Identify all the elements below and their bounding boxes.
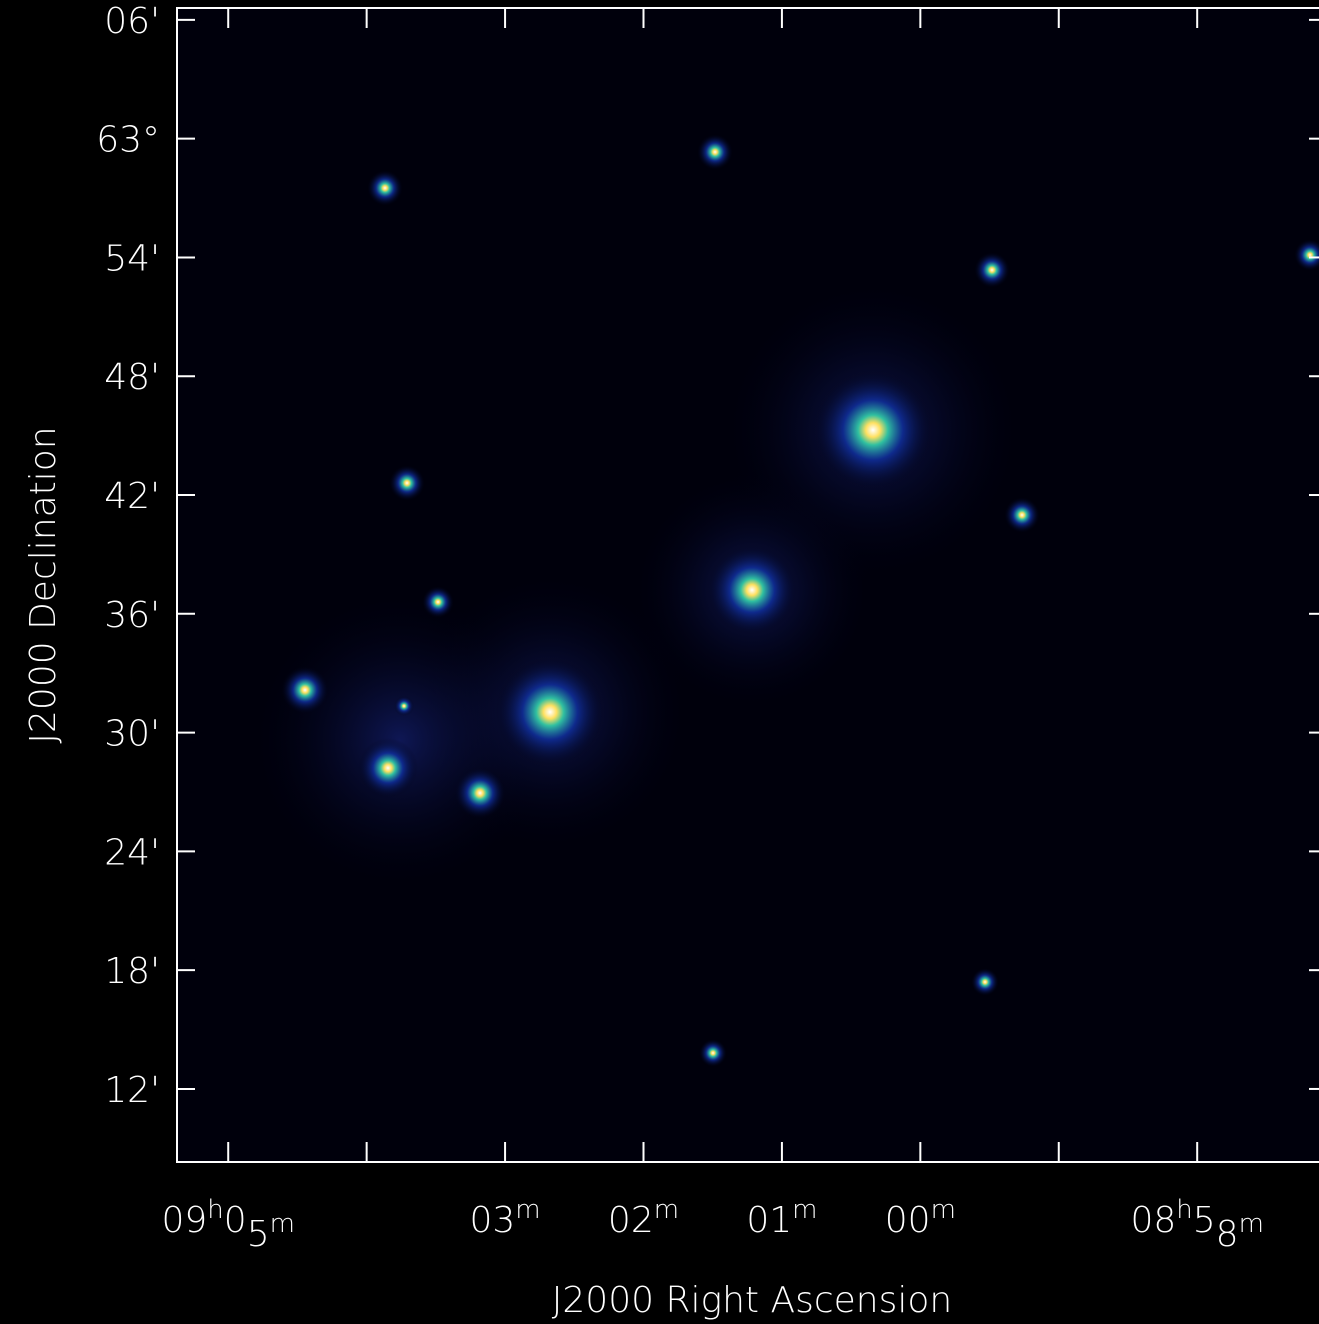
y-tick-label: 30' (104, 714, 160, 755)
y-tick-label: 36' (104, 595, 160, 636)
y-tick-label: 06' (104, 1, 160, 42)
x-tick-label: 09h05m (161, 1195, 294, 1255)
x-axis-label: J2000 Right Ascension (552, 1280, 952, 1321)
y-tick-label: 63° (96, 120, 160, 161)
x-tick-label: 02m (608, 1195, 679, 1241)
y-tick-label: 48' (104, 357, 160, 398)
x-tick-label: 00m (885, 1195, 956, 1241)
y-tick-label: 18' (104, 951, 160, 992)
y-tick-label: 54' (104, 238, 160, 279)
x-tick-label: 01m (746, 1195, 817, 1241)
y-axis-label: J2000 Declination (23, 426, 64, 743)
y-tick-label: 42' (104, 476, 160, 517)
y-tick-label: 24' (104, 832, 160, 873)
x-tick-label: 08h58m (1130, 1195, 1263, 1255)
figure: J2000 Right Ascension J2000 Declination … (0, 0, 1319, 1324)
x-tick-label: 03m (469, 1195, 540, 1241)
y-tick-label: 12' (104, 1070, 160, 1111)
